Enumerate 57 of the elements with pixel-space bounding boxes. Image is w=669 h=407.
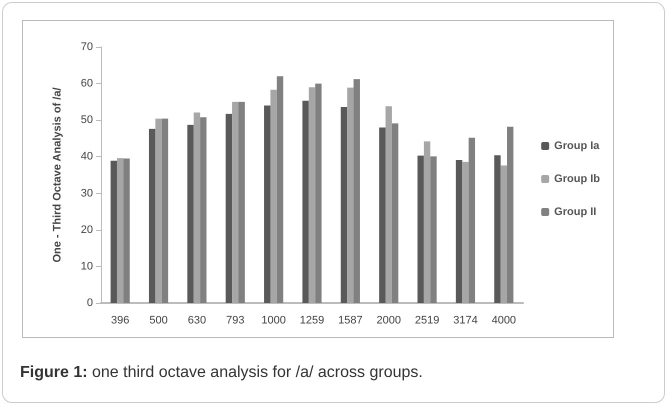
bar <box>264 106 270 303</box>
bar <box>424 141 430 303</box>
y-tick-label: 70 <box>80 41 93 53</box>
y-tick-label: 40 <box>80 150 93 163</box>
bar <box>238 102 245 303</box>
y-tick-label: 50 <box>80 114 93 126</box>
bar <box>155 118 162 303</box>
bar <box>392 123 398 303</box>
bar <box>270 90 277 303</box>
legend-label: Group Ib <box>554 173 600 185</box>
y-tick-label: 60 <box>80 78 93 90</box>
bar <box>302 100 309 303</box>
bar <box>308 87 316 303</box>
x-tick-label: 3174 <box>453 314 478 326</box>
bar <box>162 118 168 303</box>
bar <box>456 160 462 303</box>
bar <box>232 102 238 303</box>
x-tick-label: 500 <box>149 314 168 326</box>
bar <box>386 106 392 303</box>
bar <box>276 76 284 303</box>
x-tick-label: 793 <box>226 314 244 326</box>
bar <box>494 155 501 303</box>
x-tick-label: 1587 <box>338 314 363 326</box>
bar <box>468 138 476 303</box>
bar <box>110 160 117 303</box>
legend-label: Group II <box>554 206 596 218</box>
y-axis-title: One - Third Octave Analysis of /a/ <box>52 87 64 263</box>
y-tick-label: 10 <box>80 260 93 272</box>
bar <box>315 84 322 303</box>
bar <box>187 124 194 303</box>
bar <box>123 158 130 303</box>
bar <box>116 158 124 303</box>
bar <box>500 165 508 303</box>
caption: Figure 1: one third octave analysis for /a/ across groups. <box>20 364 423 382</box>
bar <box>354 79 360 303</box>
y-tick-label: 30 <box>80 187 93 200</box>
x-tick-label: 4000 <box>492 314 516 326</box>
bar <box>200 117 206 303</box>
bar <box>418 156 424 303</box>
bar <box>347 88 354 303</box>
bar <box>340 106 348 303</box>
bar <box>194 112 200 303</box>
x-tick-label: 1000 <box>261 314 286 326</box>
y-tick-label: 0 <box>86 297 93 309</box>
bar <box>430 156 437 303</box>
x-tick-label: 630 <box>188 314 206 326</box>
y-tick-label: 20 <box>80 224 93 236</box>
x-tick-label: 396 <box>111 314 130 326</box>
bar <box>226 114 232 303</box>
bar <box>148 128 156 303</box>
bar <box>379 127 386 303</box>
legend-label: Group Ia <box>554 140 600 152</box>
x-tick-label: 1259 <box>300 314 324 326</box>
bar <box>507 126 514 303</box>
x-tick-label: 2000 <box>376 314 401 326</box>
x-tick-label: 2519 <box>414 314 440 326</box>
bar <box>462 162 469 303</box>
